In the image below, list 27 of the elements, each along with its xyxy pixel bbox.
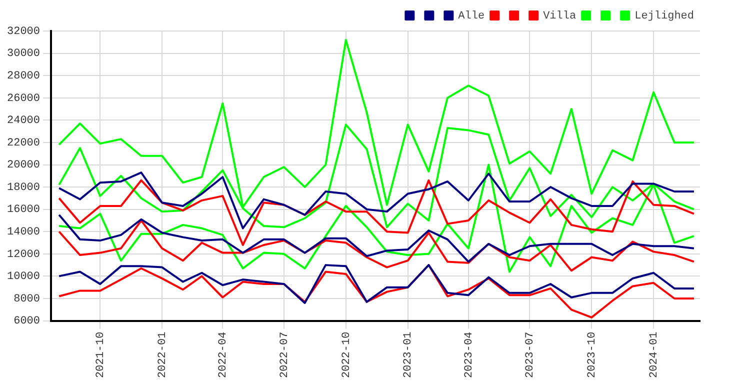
y-tick-label: 14000 [6, 226, 40, 239]
y-tick-label: 20000 [6, 160, 40, 172]
y-tick-label: 26000 [6, 92, 40, 105]
x-tick-label: 2023-07 [524, 332, 537, 378]
x-tick-label: 2023-04 [463, 331, 476, 378]
y-tick-label: 16000 [6, 204, 40, 216]
y-tick-label: 6000 [14, 316, 40, 328]
x-tick-label: 2022-10 [340, 332, 353, 378]
x-tick-label: 2022-07 [278, 332, 291, 378]
y-tick-label: 24000 [6, 115, 40, 128]
x-tick-label: 2022-01 [156, 331, 169, 378]
x-tick-label: 2021-10 [95, 332, 108, 378]
x-tick-label: 2022-04 [218, 331, 230, 378]
y-tick-label: 8000 [14, 293, 40, 306]
legend-label: Alle [458, 10, 485, 22]
x-tick-label: 2023-10 [586, 332, 599, 378]
y-tick-label: 22000 [6, 137, 40, 150]
y-tick-label: 32000 [6, 26, 40, 38]
y-tick-label: 30000 [6, 48, 40, 60]
y-tick-label: 10000 [6, 271, 40, 284]
y-tick-label: 18000 [6, 182, 40, 194]
legend-label: Villa [543, 10, 576, 22]
legend-label: Lejlighed [634, 10, 694, 22]
x-tick-label: 2024-01 [648, 331, 660, 378]
x-tick-label: 2023-01 [402, 331, 415, 378]
y-tick-label: 28000 [6, 70, 40, 82]
y-tick-label: 12000 [6, 248, 40, 261]
